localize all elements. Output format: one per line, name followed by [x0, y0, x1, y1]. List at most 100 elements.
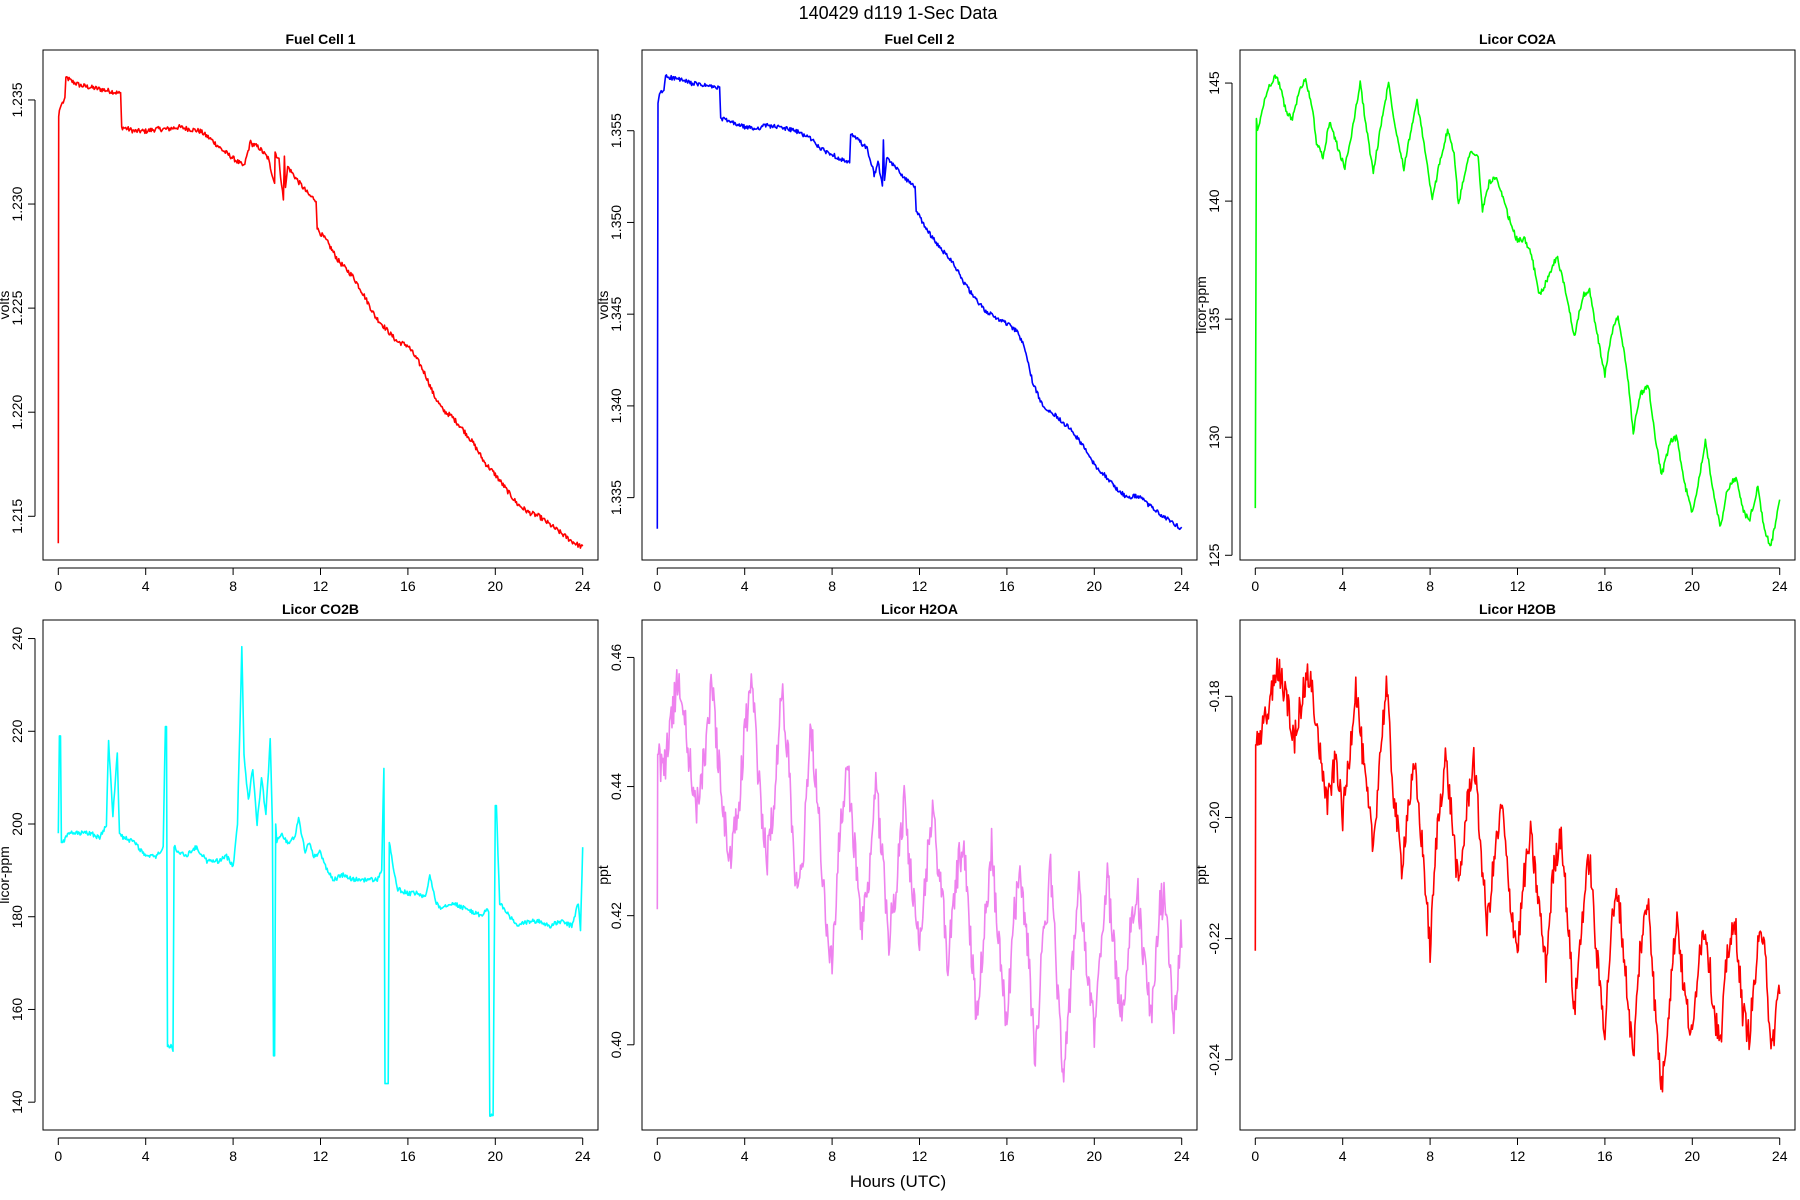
- x-tick-label: 24: [575, 578, 591, 594]
- series-line-licor-h2oa: [656, 669, 1183, 1083]
- x-tick-label: 4: [741, 1148, 749, 1164]
- y-axis: 125 130 135 140 145: [1206, 71, 1233, 567]
- y-tick-label: 160: [9, 998, 25, 1022]
- y-axis-label: volts: [0, 291, 12, 320]
- y-tick-label: 180: [9, 905, 25, 929]
- x-axis: 0 4 8 12 16 20 24: [653, 1137, 1190, 1164]
- y-axis-label: licor-ppm: [1193, 276, 1209, 334]
- y-tick-label: 1.235: [9, 82, 25, 117]
- x-tick-label: 20: [488, 578, 504, 594]
- plot-frame: [1239, 49, 1796, 561]
- x-axis: 0 4 8 12 16 20 24: [1251, 567, 1788, 594]
- x-axis: 0 4 8 12 16 20 24: [54, 1137, 591, 1164]
- y-tick-label: 145: [1206, 71, 1222, 95]
- x-tick-label: 16: [1597, 1148, 1613, 1164]
- y-tick-label: 1.355: [608, 113, 624, 148]
- series-line-licor-co2a: [1254, 74, 1781, 547]
- y-axis: 1.215 1.220 1.225 1.230 1.235: [9, 82, 36, 534]
- x-tick-label: 12: [912, 578, 928, 594]
- y-tick-label: 140: [9, 1090, 25, 1114]
- y-tick-label: 200: [9, 812, 25, 836]
- x-tick-label: 12: [912, 1148, 928, 1164]
- x-tick-label: 24: [1772, 578, 1788, 594]
- x-tick-label: 20: [1087, 578, 1103, 594]
- panel-title: Fuel Cell 1: [285, 31, 355, 47]
- series-line-fuel-cell-2: [656, 74, 1183, 531]
- series-line-fuel-cell-1: [57, 76, 584, 549]
- y-tick-label: 125: [1206, 543, 1222, 567]
- plot-frame: [42, 49, 599, 561]
- x-tick-label: 20: [1087, 1148, 1103, 1164]
- y-axis: 140 160 180 200 220 240: [9, 627, 36, 1114]
- x-tick-label: 0: [653, 1148, 661, 1164]
- panel-licor-co2b: Licor CO2B licor-ppm 0 4 8 12 16 20 24 140 160 180 2…: [0, 601, 599, 1164]
- x-tick-label: 4: [1339, 578, 1347, 594]
- plot-frame: [641, 49, 1198, 561]
- x-tick-label: 24: [1174, 1148, 1190, 1164]
- panel-title: Fuel Cell 2: [884, 31, 954, 47]
- x-tick-label: 8: [828, 1148, 836, 1164]
- x-axis: 0 4 8 12 16 20 24: [653, 567, 1190, 594]
- x-tick-label: 20: [488, 1148, 504, 1164]
- panels: Fuel Cell 1 volts 0 4 8 12 16 20 24 1.215 1.220 1.2…: [0, 31, 1796, 1164]
- plot-frame: [42, 619, 599, 1131]
- y-tick-label: 1.350: [608, 205, 624, 240]
- x-tick-label: 20: [1685, 578, 1701, 594]
- panel-title: Licor H2OA: [881, 601, 958, 617]
- y-tick-label: -0.24: [1206, 1044, 1222, 1076]
- x-tick-label: 12: [1510, 1148, 1526, 1164]
- x-tick-label: 24: [1174, 578, 1190, 594]
- x-tick-label: 24: [1772, 1148, 1788, 1164]
- y-tick-label: 135: [1206, 307, 1222, 331]
- y-axis-label: volts: [595, 291, 611, 320]
- y-axis: 1.335 1.340 1.345 1.350 1.355: [608, 113, 635, 515]
- x-tick-label: 0: [54, 578, 62, 594]
- y-axis-label: licor-ppm: [0, 846, 12, 904]
- y-tick-label: -0.22: [1206, 922, 1222, 954]
- y-tick-label: 140: [1206, 189, 1222, 213]
- x-tick-label: 12: [313, 578, 329, 594]
- x-tick-label: 16: [400, 578, 416, 594]
- y-tick-label: 1.215: [9, 499, 25, 534]
- y-tick-label: 1.230: [9, 186, 25, 221]
- x-axis: 0 4 8 12 16 20 24: [1251, 1137, 1788, 1164]
- y-axis-label: ppt: [595, 865, 611, 885]
- y-tick-label: 220: [9, 719, 25, 743]
- y-axis-label: ppt: [1193, 865, 1209, 885]
- panel-licor-h2oa: Licor H2OA ppt 0 4 8 12 16 20 24 0.40 0.42 0.44 0.46: [595, 601, 1198, 1164]
- x-tick-label: 16: [400, 1148, 416, 1164]
- plot-frame: [641, 619, 1198, 1131]
- x-tick-label: 12: [313, 1148, 329, 1164]
- y-tick-label: 1.340: [608, 388, 624, 423]
- x-tick-label: 16: [1597, 578, 1613, 594]
- y-tick-label: 0.42: [608, 902, 624, 929]
- y-tick-label: 130: [1206, 425, 1222, 449]
- y-tick-label: 1.220: [9, 394, 25, 429]
- y-axis: 0.40 0.42 0.44 0.46: [608, 644, 635, 1058]
- x-tick-label: 0: [653, 578, 661, 594]
- y-tick-label: 1.345: [608, 296, 624, 331]
- x-tick-label: 8: [1426, 1148, 1434, 1164]
- x-tick-label: 8: [229, 578, 237, 594]
- y-tick-label: 0.44: [608, 773, 624, 800]
- y-tick-label: 0.40: [608, 1031, 624, 1058]
- panel-title: Licor CO2A: [1479, 31, 1556, 47]
- x-tick-label: 8: [1426, 578, 1434, 594]
- x-tick-label: 4: [1339, 1148, 1347, 1164]
- panel-title: Licor H2OB: [1479, 601, 1556, 617]
- x-tick-label: 0: [1251, 1148, 1259, 1164]
- x-tick-label: 8: [229, 1148, 237, 1164]
- x-tick-label: 20: [1685, 1148, 1701, 1164]
- y-tick-label: 0.46: [608, 644, 624, 671]
- x-tick-label: 24: [575, 1148, 591, 1164]
- figure-title: 140429 d119 1-Sec Data: [799, 3, 999, 23]
- panel-title: Licor CO2B: [282, 601, 359, 617]
- x-tick-label: 16: [999, 578, 1015, 594]
- series-line-licor-co2b: [57, 645, 584, 1117]
- x-tick-label: 0: [54, 1148, 62, 1164]
